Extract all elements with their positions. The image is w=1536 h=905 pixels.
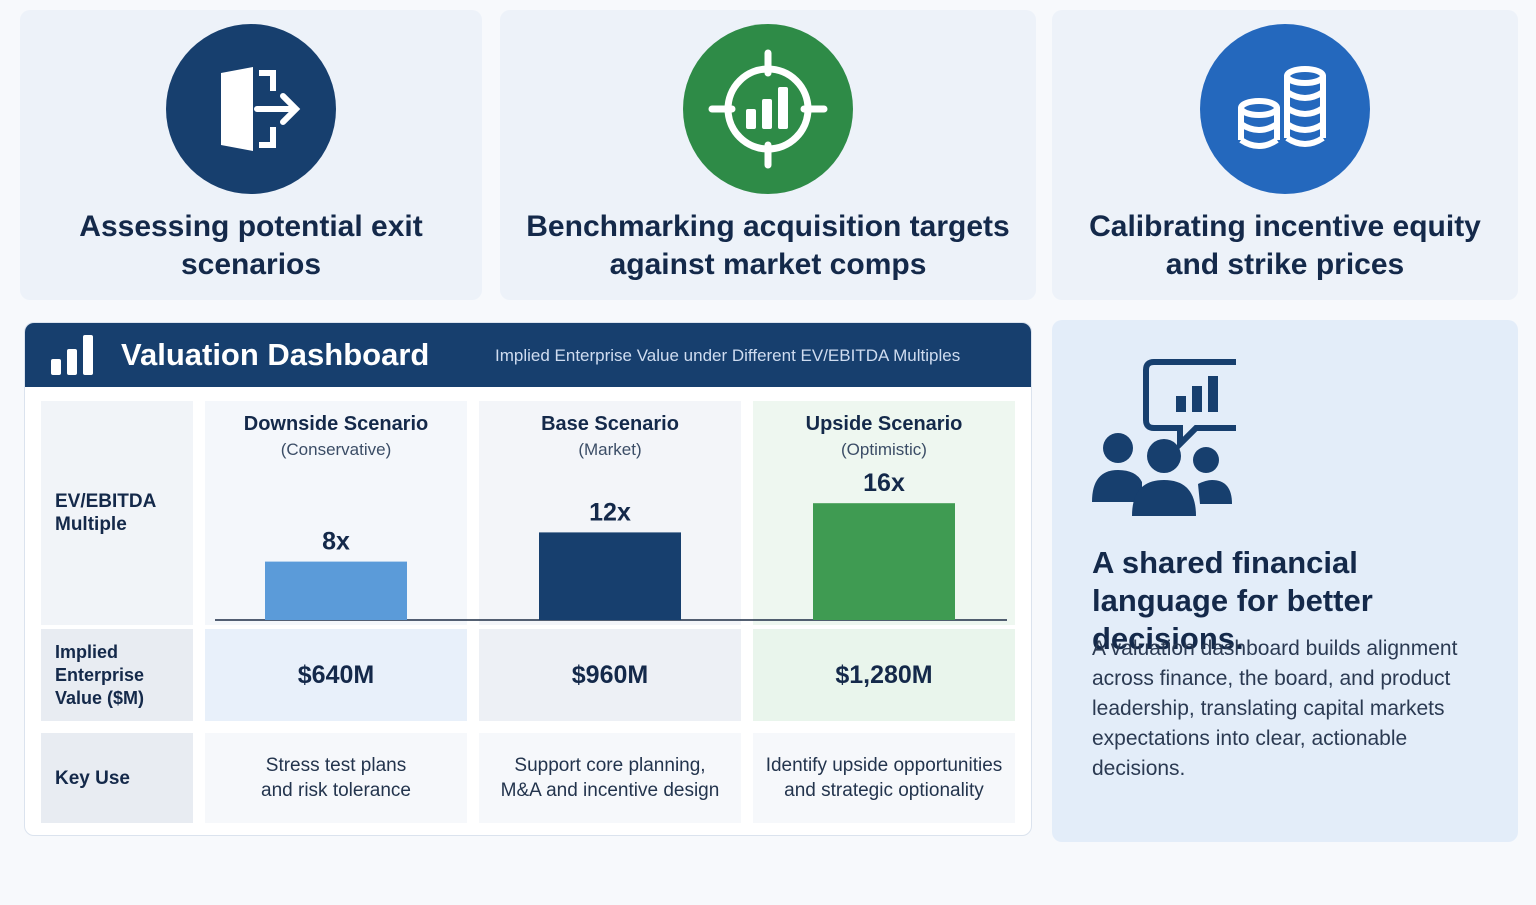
scenario-name: Base Scenario — [541, 413, 679, 435]
team-discussion-icon — [1092, 359, 1236, 516]
bar-base — [539, 532, 681, 620]
card-incentive-equity: Calibrating incentive equity and strike … — [1052, 10, 1518, 300]
dashboard-header: Valuation Dashboard Implied Enterprise V… — [25, 323, 1031, 387]
enterprise-value-base: $960M — [479, 629, 741, 721]
key-use-text: Stress test plans and risk tolerance — [261, 755, 411, 801]
bar-upside — [813, 503, 955, 620]
row-label-enterprise-value: Implied Enterprise Value ($M) — [41, 629, 193, 721]
key-use-text: Support core planning, M&A and incentive… — [500, 755, 720, 801]
bar-label-upside: 16x — [863, 469, 905, 497]
panel-body: A valuation dashboard builds alignment a… — [1092, 637, 1458, 780]
bar-label-downside: 8x — [322, 528, 350, 556]
card-title: Benchmarking acquisition targets against… — [526, 210, 1010, 281]
key-use-text: Identify upside opportunities and strate… — [765, 755, 1003, 801]
shared-language-panel: A shared financial language for better d… — [1052, 320, 1518, 842]
card-benchmarking: Benchmarking acquisition targets against… — [500, 10, 1036, 300]
multiples-bar-chart: 8x 12x 16x — [215, 469, 1007, 621]
row-label-multiple: EV/EBITDA Multiple — [41, 401, 193, 625]
bar-downside — [265, 561, 407, 620]
scenario-subtitle: (Optimistic) — [841, 440, 927, 459]
scenario-subtitle: (Conservative) — [280, 440, 392, 459]
dashboard-subtitle: Implied Enterprise Value under Different… — [495, 346, 961, 365]
enterprise-value-downside: $640M — [205, 629, 467, 721]
target-chart-icon — [683, 24, 853, 194]
card-title: Calibrating incentive equity and strike … — [1089, 210, 1481, 281]
scenario-header-downside: Downside Scenario (Conservative) — [205, 413, 467, 460]
scenario-header-upside: Upside Scenario (Optimistic) — [753, 413, 1015, 460]
key-use-downside: Stress test plans and risk tolerance — [205, 733, 467, 823]
dashboard-title: Valuation Dashboard — [121, 337, 430, 372]
panel-title: A shared financial language for better d… — [1092, 545, 1373, 656]
card-title: Assessing potential exit scenarios — [79, 210, 423, 281]
bar-label-base: 12x — [589, 498, 631, 526]
coin-stack-icon — [1200, 24, 1370, 194]
scenario-subtitle: (Market) — [578, 440, 642, 459]
valuation-dashboard: Valuation Dashboard Implied Enterprise V… — [24, 322, 1032, 836]
bar-chart-icon — [51, 335, 93, 375]
scenario-header-base: Base Scenario (Market) — [479, 413, 741, 460]
scenario-name: Upside Scenario — [805, 413, 963, 435]
key-use-upside: Identify upside opportunities and strate… — [753, 733, 1015, 823]
card-exit-scenarios: Assessing potential exit scenarios — [20, 10, 482, 300]
row-label-key-use: Key Use — [41, 733, 193, 823]
enterprise-value-upside: $1,280M — [753, 629, 1015, 721]
scenario-name: Downside Scenario — [243, 413, 429, 435]
exit-icon — [166, 24, 336, 194]
key-use-base: Support core planning, M&A and incentive… — [479, 733, 741, 823]
